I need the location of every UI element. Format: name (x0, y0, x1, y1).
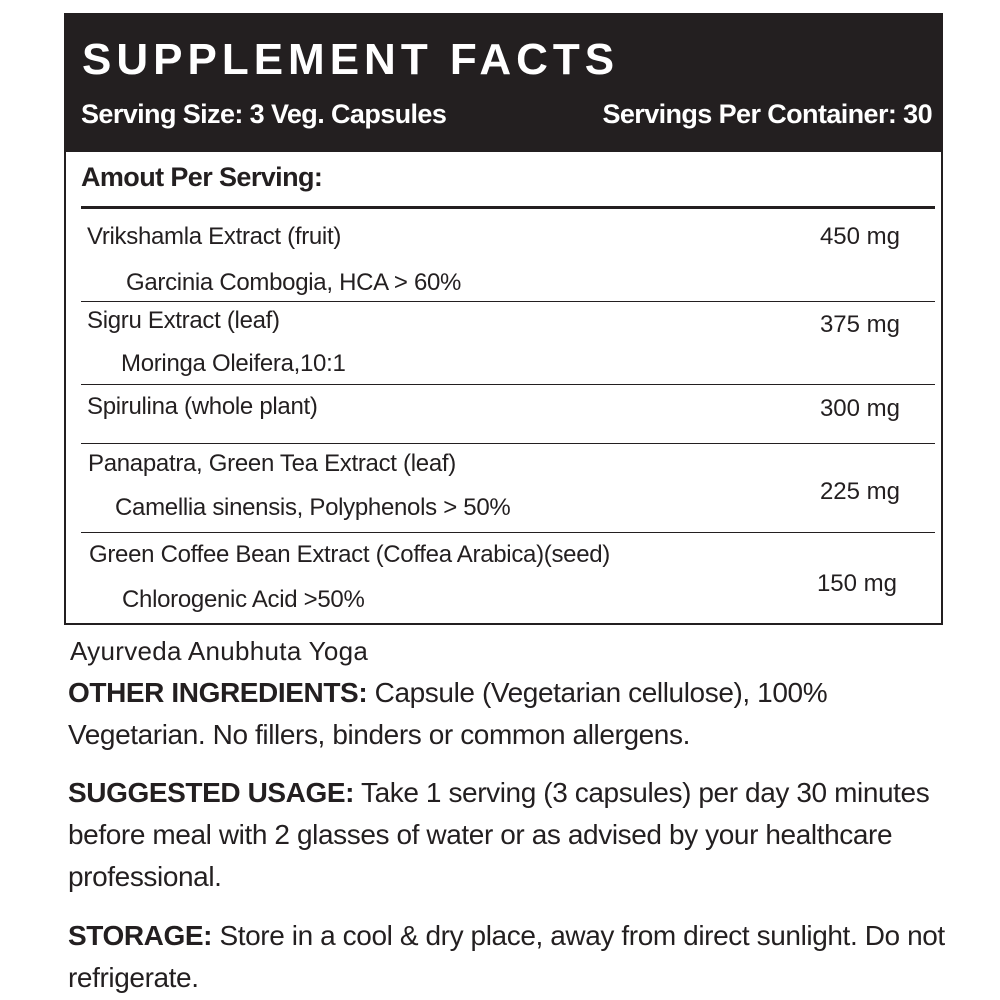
suggested-usage: SUGGESTED USAGE: Take 1 serving (3 capsu… (68, 772, 948, 898)
ingredient-name: Green Coffee Bean Extract (Coffea Arabic… (89, 541, 610, 568)
row-divider (81, 443, 935, 444)
ingredient-amount: 225 mg (819, 478, 900, 505)
ingredient-amount: 150 mg (816, 570, 897, 597)
other-ingredients-text: Capsule (Vegetarian cellulose), 100% Veg… (68, 677, 828, 750)
ingredient-source: Garcinia Combogia, HCA > 60% (126, 269, 462, 296)
storage-text: Store in a cool & dry place, away from d… (68, 920, 945, 993)
ingredient-amount: 375 mg (819, 311, 900, 338)
ingredient-row: Panapatra, Green Tea Extract (leaf) Came… (81, 444, 935, 533)
ingredient-source: Moringa Oleifera,10:1 (121, 350, 346, 377)
row-divider (81, 532, 935, 533)
supplement-facts-panel: SUPPLEMENT FACTS Serving Size: 3 Veg. Ca… (64, 13, 943, 625)
suggested-usage-text: Take 1 serving (3 capsules) per day 30 m… (68, 777, 930, 892)
serving-size: Serving Size: 3 Veg. Capsules (81, 99, 447, 129)
ingredient-source: Camellia sinensis, Polyphenols > 50% (115, 494, 511, 521)
servings-per-container: Servings Per Container: 30 (602, 99, 932, 129)
ingredient-name: Panapatra, Green Tea Extract (leaf) (88, 450, 456, 477)
ingredient-name: Vrikshamla Extract (fruit) (87, 223, 342, 250)
ingredient-source: Chlorogenic Acid >50% (122, 586, 365, 613)
ingredient-name: Sigru Extract (leaf) (87, 307, 280, 334)
panel-title: SUPPLEMENT FACTS (82, 35, 620, 84)
row-divider (81, 384, 935, 385)
storage-label: STORAGE: (68, 920, 213, 951)
ingredient-name: Spirulina (whole plant) (87, 393, 318, 420)
ingredient-row: Green Coffee Bean Extract (Coffea Arabic… (81, 533, 935, 623)
ingredient-amount: 450 mg (819, 223, 900, 250)
ingredient-row: Vrikshamla Extract (fruit) Garcinia Comb… (81, 209, 935, 302)
row-divider (81, 301, 935, 302)
suggested-usage-label: SUGGESTED USAGE: (68, 777, 355, 808)
panel-header: SUPPLEMENT FACTS Serving Size: 3 Veg. Ca… (66, 15, 941, 152)
ingredient-row: Spirulina (whole plant) 300 mg (81, 385, 935, 444)
other-ingredients-label: OTHER INGREDIENTS: (68, 677, 368, 708)
tagline: Ayurveda Anubhuta Yoga (70, 636, 369, 666)
ingredient-row: Sigru Extract (leaf) Moringa Oleifera,10… (81, 302, 935, 385)
amount-per-serving-heading: Amout Per Serving: (81, 162, 323, 192)
other-ingredients: OTHER INGREDIENTS: Capsule (Vegetarian c… (68, 672, 948, 756)
heading-divider (81, 206, 935, 209)
ingredient-amount: 300 mg (819, 395, 900, 422)
storage: STORAGE: Store in a cool & dry place, aw… (68, 915, 948, 999)
